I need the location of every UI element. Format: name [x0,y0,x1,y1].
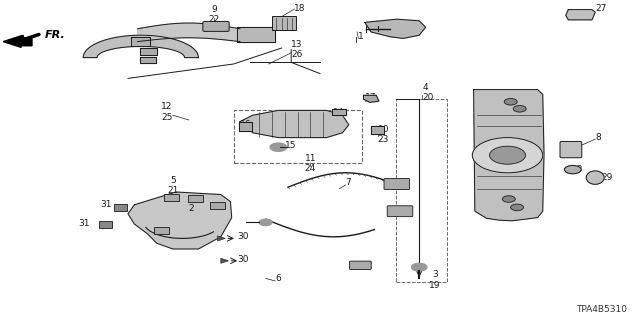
Text: 18: 18 [294,4,306,12]
Bar [114,204,127,211]
Polygon shape [128,192,232,249]
Circle shape [472,138,543,173]
Polygon shape [240,110,349,138]
Bar [188,195,203,202]
Bar [154,227,169,234]
Circle shape [504,99,517,105]
Polygon shape [138,23,240,42]
FancyBboxPatch shape [387,206,413,217]
Text: 7: 7 [346,178,351,187]
Text: 28: 28 [571,165,582,174]
Text: TPA4B5310: TPA4B5310 [576,305,627,314]
Bar [272,16,296,30]
Text: 3
19: 3 19 [429,270,441,290]
Ellipse shape [586,171,604,184]
Circle shape [270,143,287,151]
Bar [234,110,362,163]
Bar [99,221,112,228]
Circle shape [412,263,427,271]
FancyBboxPatch shape [560,141,582,158]
Text: 30: 30 [237,255,248,264]
Circle shape [564,165,581,174]
Text: 32: 32 [362,261,373,270]
Polygon shape [371,126,384,134]
Polygon shape [474,90,544,221]
Text: FR.: FR. [45,30,65,40]
Text: 16: 16 [240,120,252,129]
Bar [210,202,225,209]
Text: 9
22: 9 22 [209,5,220,24]
Polygon shape [140,48,157,55]
Text: 1: 1 [358,32,364,41]
Polygon shape [237,27,275,42]
Bar [396,99,447,282]
Circle shape [502,196,515,202]
Polygon shape [3,36,32,47]
Circle shape [511,204,524,211]
Text: 30: 30 [237,232,248,241]
Text: 2: 2 [189,204,195,212]
Polygon shape [364,95,379,102]
Text: 12
25: 12 25 [161,102,173,122]
Polygon shape [140,57,156,63]
Text: 27: 27 [595,4,607,12]
Text: 31: 31 [78,220,90,228]
Polygon shape [332,109,346,115]
Text: 14: 14 [333,108,344,116]
Polygon shape [365,19,426,38]
Text: 15: 15 [285,141,296,150]
FancyBboxPatch shape [203,21,229,31]
Text: 6: 6 [275,274,281,283]
Text: 8: 8 [595,133,601,142]
Text: 4
20: 4 20 [422,83,434,102]
Text: 11
24: 11 24 [305,154,316,173]
Text: 29: 29 [602,173,613,182]
Text: 31: 31 [100,200,112,209]
Polygon shape [218,236,225,241]
Circle shape [259,219,272,226]
Polygon shape [566,10,595,20]
Circle shape [490,146,525,164]
Polygon shape [239,122,252,131]
Text: 13
26: 13 26 [291,40,303,59]
Text: 10
23: 10 23 [378,125,389,144]
FancyBboxPatch shape [349,261,371,269]
Polygon shape [131,37,150,46]
Text: 17: 17 [365,93,376,102]
Text: 5
21: 5 21 [167,176,179,195]
Polygon shape [221,258,228,263]
FancyBboxPatch shape [384,179,410,189]
Polygon shape [83,35,198,58]
Circle shape [513,106,526,112]
Bar [164,194,179,201]
